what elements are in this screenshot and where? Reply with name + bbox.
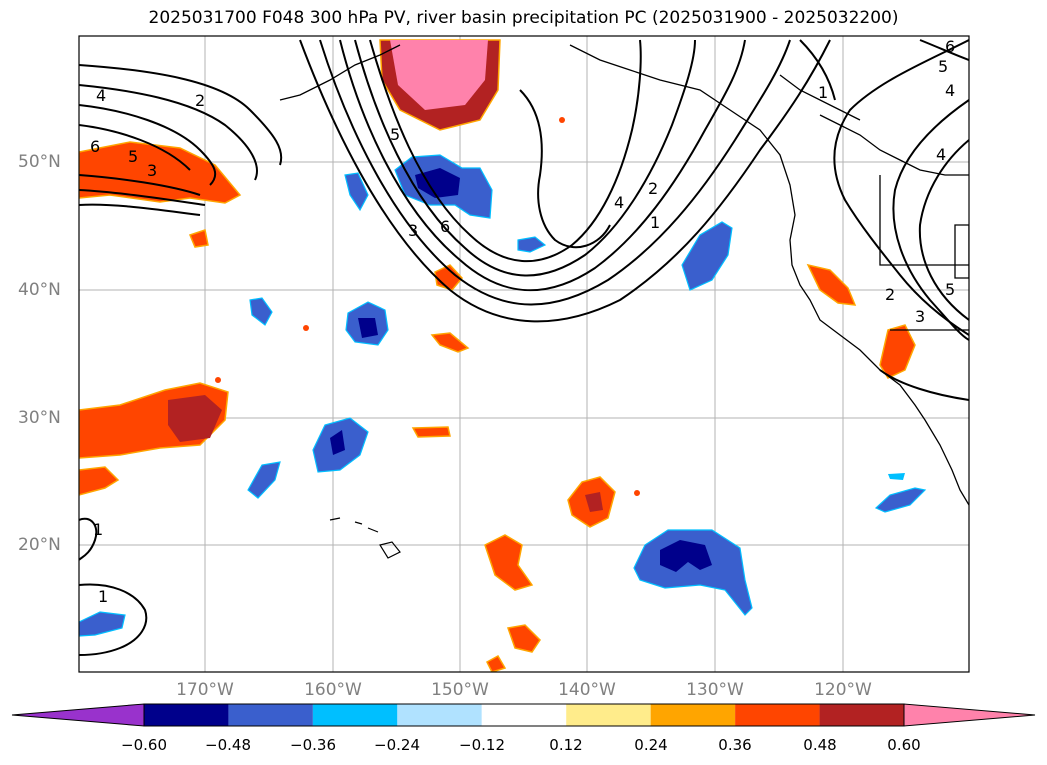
colorbar-tick: −0.60 [121,736,167,754]
contour-label: 1 [93,520,103,539]
colorbar-frame [143,703,905,727]
contour-label: 1 [650,213,660,232]
contour-label: 6 [440,217,450,236]
colorbar-tick: −0.48 [205,736,251,754]
colorbar-tick: 0.48 [803,736,837,754]
colorbar-segment [228,704,313,726]
colorbar-segment [735,704,820,726]
colorbar-segment [481,704,567,726]
colorbar-segment [566,704,651,726]
colorbar-segment [312,704,398,726]
colorbar-segment [397,704,482,726]
colorbar-tick: 0.12 [549,736,583,754]
contour-label: 5 [128,147,138,166]
contour-label: 5 [945,280,955,299]
contour-label: 5 [938,57,948,76]
contour-label: 1 [98,587,108,606]
positive-precip-patches [79,39,916,672]
lon-label: 160°W [304,680,362,700]
colorbar-tick: −0.36 [290,736,336,754]
lat-label: 40°N [18,280,61,300]
colorbar-tick: −0.24 [374,736,420,754]
lat-label: 30°N [18,408,61,428]
contour-label: 2 [885,285,895,304]
contour-label: 3 [915,307,925,326]
contour-label: 6 [90,137,100,156]
lat-label: 50°N [18,152,61,172]
colorbar-tick: 0.36 [718,736,752,754]
contour-label: 1 [818,83,828,102]
colorbar-segment [650,704,736,726]
contour-label: 4 [945,81,955,100]
pv-contours [79,39,969,656]
contour-label: 4 [96,86,106,105]
lon-label: 120°W [814,680,872,700]
colorbar-extend-high [903,703,1036,727]
coastlines [279,44,969,506]
contour-labels: 4 2 6 5 3 5 3 6 4 2 1 1 6 5 4 4 2 3 5 1 … [90,37,955,606]
lon-label: 140°W [558,680,616,700]
contour-label: 6 [945,37,955,56]
map-title: 2025031700 F048 300 hPa PV, river basin … [148,8,899,28]
map-frame [78,35,970,673]
lon-label: 130°W [686,680,744,700]
lat-label: 20°N [18,535,61,555]
colorbar-tick: −0.12 [459,736,505,754]
contour-label: 3 [408,221,418,240]
hawaii-islands [329,517,401,559]
colorbar-tick: 0.60 [887,736,921,754]
contour-label: 2 [648,179,658,198]
lon-label: 150°W [431,680,489,700]
colorbar-tick: 0.24 [634,736,668,754]
contour-label: 2 [195,91,205,110]
contour-label: 4 [936,145,946,164]
colorbar [11,703,1036,727]
colorbar-segment [144,704,229,726]
colorbar-segment [819,704,904,726]
contour-label: 3 [147,161,157,180]
negative-precip-patches [79,154,927,637]
colorbar-extend-low [11,703,145,727]
lon-label: 170°W [176,680,234,700]
contour-label: 5 [390,125,400,144]
contour-label: 4 [614,193,624,212]
